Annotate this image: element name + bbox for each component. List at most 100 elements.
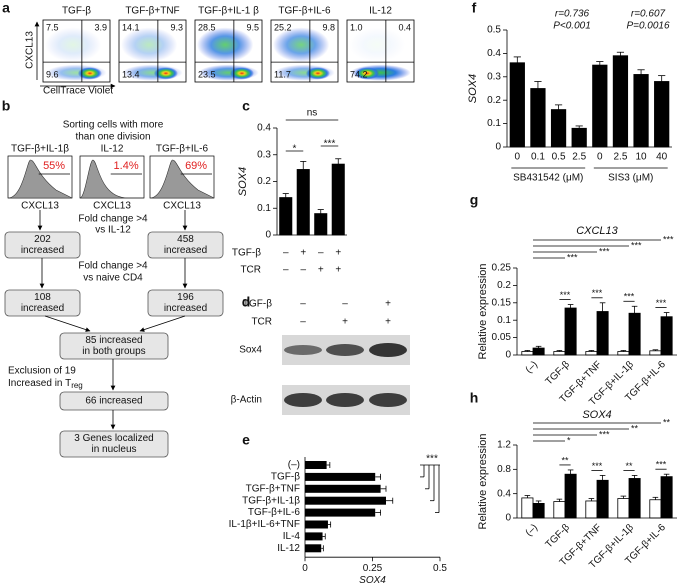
flow-box [147,231,224,259]
chart-title: SOX4 [582,409,611,421]
density [197,27,254,63]
condition-label: TCR [251,317,272,328]
bar [553,351,566,356]
y-tick-label: IL-1β+IL-6+TNF [229,519,300,530]
histogram [7,159,73,199]
flow-box [59,430,169,458]
y-tick-label: 0.15 [492,297,512,308]
bar [305,472,376,481]
x-axis-label: CXCL13 [93,201,131,212]
bar [564,307,577,356]
significance-label: *** [567,252,578,262]
blot-band [369,393,407,407]
condition-sign: – [300,265,306,276]
plot-title: TGF-β+IL-1 β [198,6,259,17]
flow-box-text: increased [21,245,64,256]
bar [331,163,345,236]
band-label: Sox4 [239,345,262,356]
significance-label: *** [560,290,571,300]
band-label: β-Actin [231,395,262,406]
quadrant-value: 9.5 [246,22,259,32]
annotation: P<0.001 [553,21,591,32]
quadrant-value: 1.0 [350,22,363,32]
y-axis-label: SOX4 [467,74,479,103]
step-label: Increased in Treg [8,378,83,390]
bar [521,351,534,356]
y-axis-label: Relative expression [477,434,489,530]
density [153,67,178,80]
scheme-title: Sorting cells with more [63,120,164,131]
flow-box [4,231,81,259]
histogram-title: IL-12 [101,144,124,155]
y-axis-label: Relative expression [477,264,489,360]
quadrant-value: 28.5 [198,22,216,32]
condition-sign: – [283,248,289,259]
y-tick-label: 0.4 [487,48,501,59]
flow-box-text: 66 increased [85,396,142,407]
y-tick-label: 0.3 [257,149,271,160]
y-tick-label: TGF-β+IL-1β [242,495,300,506]
bar [649,350,662,356]
panel-label: d [242,294,251,310]
y-tick-label: 0.1 [497,315,511,326]
plot-title: TGF-β+TNF [125,6,179,17]
density [273,27,330,63]
bar [660,316,673,356]
y-tick-label: 0.1 [487,118,501,129]
y-tick-label: 1.2 [497,440,511,451]
condition-sign: + [335,265,341,276]
significance-label: *** [656,460,667,470]
blot-band [284,393,322,407]
quadrant-value: 14.1 [122,22,140,32]
x-tick-label: TGF-β [544,359,573,388]
quadrant-value: 7.5 [46,22,59,32]
bar [592,64,608,148]
bar [296,169,310,236]
condition-sign: + [318,265,324,276]
step-label-sub: reg [71,381,83,390]
bar [305,508,376,517]
bar [660,476,673,519]
group-label: SIS3 (μM) [608,173,653,184]
step-label: Exclusion of 19 [8,366,76,377]
annotation: r=0.607 [631,9,666,20]
significance-label: *** [599,429,610,439]
bar [633,74,649,148]
condition-label: TGF-β [232,248,261,259]
significance-label: ns [307,108,318,119]
bar [571,127,587,148]
y-tick-label: IL-12 [277,543,300,554]
bar [617,351,630,356]
condition-sign: + [342,317,348,328]
quadrant-value: 9.8 [322,22,335,32]
bar [596,479,609,519]
x-tick-label: TGF-β [544,522,573,551]
x-tick-label: 2.5 [613,152,627,163]
flow-box-text: in nucleus [91,444,136,455]
condition-sign: – [300,317,306,328]
panel-label: f [472,0,477,16]
y-tick-label: 0.2 [487,95,501,106]
blot-band [369,343,407,357]
density [349,27,406,63]
flow-box [59,332,169,360]
bar [279,197,293,236]
condition-sign: + [385,317,391,328]
x-axis-label: SOX4 [359,575,386,586]
quadrant-value: 11.7 [274,69,291,79]
y-tick-label: 0.05 [492,332,512,343]
flow-box-text: in both groups [82,346,145,357]
bar [305,496,386,505]
bar [617,498,630,519]
x-axis-label: CXCL13 [163,201,201,212]
bar [305,520,328,529]
panel-label: b [2,98,11,114]
y-tick-label: TGF-β+IL-6 [248,507,301,518]
step-label-part: Increased in T [8,378,71,389]
significance-label: ** [631,423,639,433]
bar [521,497,534,519]
significance-label: * [567,435,571,445]
group-label: SB431542 (μM) [513,173,583,184]
flow-box [4,289,81,317]
flow-box-text: increased [164,245,207,256]
